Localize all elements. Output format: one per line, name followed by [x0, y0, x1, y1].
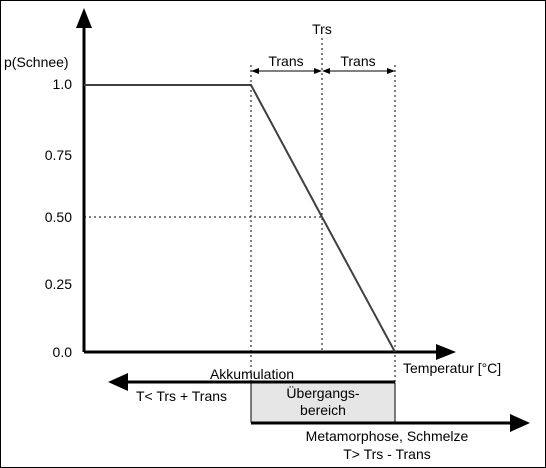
x-axis-arrowhead: [436, 344, 456, 360]
trans-left-arrowhead-r: [314, 68, 322, 74]
y-tick-label: 0.75: [45, 147, 72, 163]
trans-right-arrowhead-l: [322, 68, 330, 74]
y-tick-label: 0.25: [45, 276, 72, 292]
x-axis-label: Temperatur [°C]: [403, 360, 501, 376]
accumulation-arrowhead: [108, 373, 128, 391]
accumulation-label: Akkumulation: [210, 366, 294, 382]
metamorphosis-condition: T> Trs - Trans: [343, 446, 431, 462]
accumulation-condition: T< Trs + Trans: [136, 388, 227, 404]
transition-zone-label-2: bereich: [300, 402, 346, 418]
metamorphosis-label: Metamorphose, Schmelze: [306, 428, 469, 444]
y-tick-label: 0.50: [45, 209, 72, 225]
y-axis-arrowhead: [76, 8, 92, 28]
trs-label: Trs: [312, 21, 332, 37]
trans-right-label: Trans: [340, 53, 375, 69]
y-tick-label: 1.0: [53, 76, 73, 92]
trans-right-arrowhead-r: [387, 68, 395, 74]
metamorphosis-arrowhead: [510, 414, 530, 432]
y-axis-label: p(Schnee): [4, 54, 69, 70]
trans-left-label: Trans: [268, 53, 303, 69]
snow-probability-curve: [84, 84, 396, 353]
y-tick-label: 0.0: [53, 344, 73, 360]
trans-left-arrowhead-l: [251, 68, 259, 74]
transition-zone-label-1: Übergangs-: [286, 384, 359, 401]
